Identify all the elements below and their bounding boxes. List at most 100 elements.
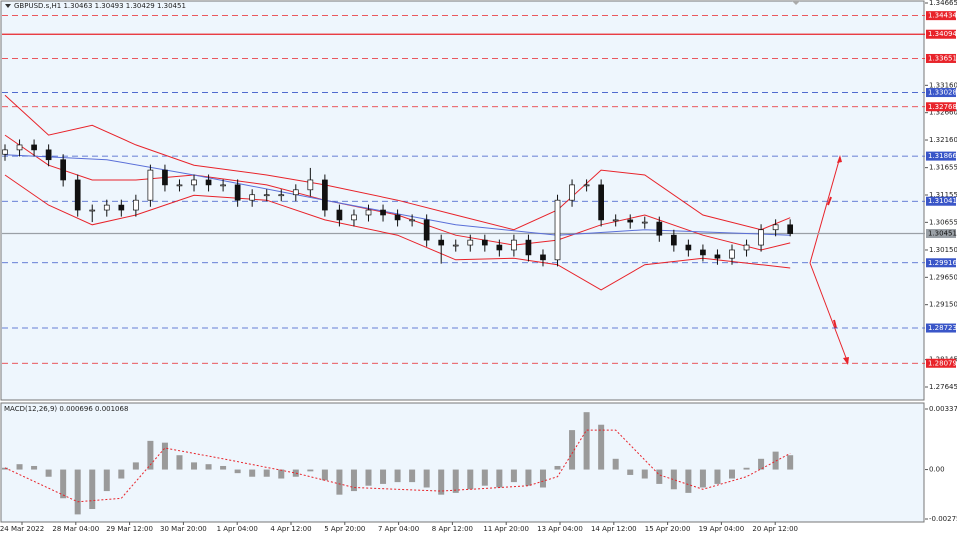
candle-body: [438, 239, 445, 246]
macd-bar: [641, 469, 648, 479]
y-tick-label: 1.31655: [929, 164, 957, 172]
candle-body: [598, 184, 604, 221]
candle-body: [249, 194, 256, 201]
candle-body: [540, 254, 546, 261]
y-tick-label: 0.003377: [929, 405, 957, 413]
candle-body: [423, 219, 430, 241]
menu-icon[interactable]: [5, 4, 11, 8]
macd-bar: [292, 469, 299, 477]
x-tick-label: 30 Mar 20:00: [160, 525, 207, 533]
x-tick-label: 29 Mar 12:00: [106, 525, 153, 533]
y-tick-label: 1.31155: [929, 191, 957, 199]
macd-bar: [583, 412, 590, 470]
macd-bar: [147, 440, 154, 470]
x-tick-label: 20 Apr 12:00: [752, 525, 798, 533]
level-label: 1.34434: [928, 12, 957, 20]
macd-bar: [365, 469, 372, 486]
macd-bar: [380, 469, 387, 484]
candle-body: [292, 189, 299, 196]
x-tick-label: 24 Mar 2022: [0, 525, 44, 533]
candle-body: [74, 179, 81, 211]
macd-bar: [394, 469, 401, 483]
arrow-down: [809, 262, 849, 364]
level-tag: [926, 229, 956, 239]
macd-bar: [670, 469, 677, 490]
macd-bar: [787, 455, 794, 470]
macd-bar: [729, 469, 735, 479]
macd-signal: [4, 429, 791, 503]
candle-body: [772, 224, 779, 231]
macd-bar: [569, 430, 576, 470]
level-label: 1.30451: [928, 230, 957, 238]
arrow-up: [809, 156, 841, 264]
level-tag: [926, 323, 956, 333]
y-tick-label: 1.33160: [929, 81, 957, 89]
level-label: 1.28079: [928, 359, 957, 367]
candle-body: [525, 239, 532, 256]
indicator-line: [4, 94, 791, 231]
macd-bar: [31, 465, 38, 470]
candle-body: [2, 149, 8, 155]
macd-bar: [205, 464, 212, 470]
candle-body: [16, 144, 23, 151]
level-label: 1.33028: [928, 89, 957, 97]
level-tag: [926, 29, 956, 39]
projection-arrows: [809, 155, 849, 365]
scroll-marker[interactable]: [792, 1, 800, 5]
x-tick-label: 5 Apr 20:00: [324, 525, 365, 533]
macd-bar: [554, 465, 561, 470]
macd-bar: [467, 469, 474, 490]
candle-body: [380, 209, 386, 216]
macd-bar: [118, 469, 125, 479]
price-panel: [0, 0, 925, 401]
macd-bar: [249, 469, 256, 477]
macd-bar: [772, 451, 779, 470]
candle-body: [467, 239, 474, 246]
x-tick-label: 1 Apr 04:00: [217, 525, 258, 533]
level-tag: [926, 88, 956, 98]
candle-body: [583, 184, 590, 187]
y-tick-label: -0.002757: [929, 515, 957, 523]
candle-body: [118, 204, 125, 211]
macd-bar: [132, 462, 139, 470]
level-label: 1.29916: [928, 259, 957, 267]
macd-bar: [612, 458, 619, 470]
indicator-line: [4, 174, 791, 291]
macd-bar: [409, 469, 416, 483]
level-label: 1.33651: [928, 54, 957, 62]
candle-body: [787, 224, 794, 234]
macd-bar: [627, 469, 634, 475]
macd-bar: [191, 462, 198, 470]
macd-bar: [699, 469, 706, 488]
candle-body: [234, 184, 241, 201]
y-tick-label: 0.00: [929, 466, 945, 474]
level-label: 1.31866: [928, 152, 957, 160]
macd-bar: [336, 469, 343, 495]
macd-label: MACD(12,26,9) 0.000696 0.001068: [4, 405, 128, 413]
candle-body: [481, 239, 488, 246]
candle-body: [351, 214, 357, 221]
x-tick-label: 13 Apr 04:00: [537, 525, 583, 533]
candle-body: [307, 179, 314, 191]
macd-bar: [2, 467, 8, 470]
y-tick-label: 1.34665: [929, 0, 957, 7]
macd-panel: [0, 402, 925, 523]
indicator-line: [4, 154, 791, 236]
level-label: 1.31041: [928, 197, 957, 205]
candle-body: [685, 244, 692, 251]
y-tick-label: 1.30655: [929, 218, 957, 226]
level-tag: [926, 358, 956, 368]
macd-bar: [321, 469, 328, 481]
candle-body: [729, 249, 735, 259]
candle-body: [700, 249, 706, 256]
level-tag: [926, 53, 956, 63]
y-tick-label: 1.29150: [929, 301, 957, 309]
candle-body: [394, 214, 401, 221]
candle-body: [511, 239, 517, 251]
level-tag: [926, 102, 956, 112]
candle-body: [322, 179, 328, 211]
arrow-head: [837, 155, 842, 163]
macd-bar: [481, 469, 488, 486]
y-tick-label: 1.32660: [929, 109, 957, 117]
candle-body: [714, 254, 721, 259]
